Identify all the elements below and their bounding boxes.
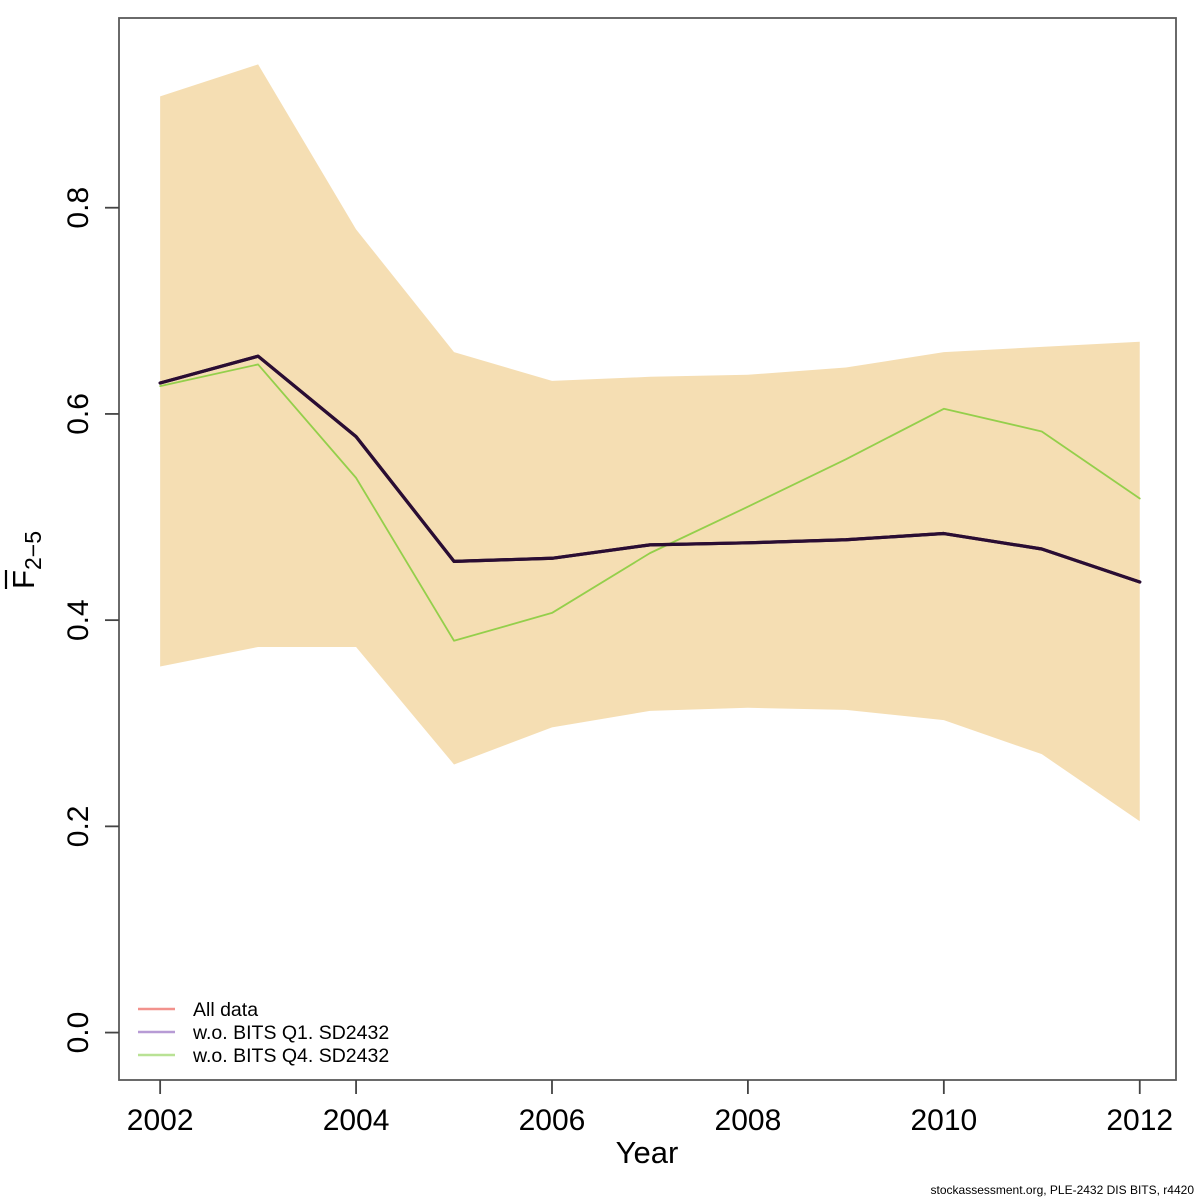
- y-tick-label: 0.8: [62, 187, 95, 229]
- y-tick-label: 0.6: [62, 393, 95, 435]
- legend-item: w.o. BITS Q1. SD2432: [138, 1022, 389, 1044]
- confidence-band: [160, 64, 1140, 822]
- x-tick-label: 2004: [323, 1104, 390, 1137]
- axes-layer: [105, 17, 1177, 1094]
- y-tick-label: 0.4: [62, 599, 95, 641]
- x-tick-label: 2012: [1106, 1104, 1173, 1137]
- legend-label: w.o. BITS Q4. SD2432: [192, 1045, 389, 1067]
- y-axis-title-group: F2−5: [4, 531, 46, 589]
- x-tick-label: 2010: [910, 1104, 977, 1137]
- x-axis-title: Year: [616, 1135, 679, 1170]
- x-tick-label: 2008: [715, 1104, 782, 1137]
- confidence-band-layer: [160, 64, 1140, 822]
- legend-item: All data: [138, 999, 258, 1021]
- legend-label: w.o. BITS Q1. SD2432: [192, 1022, 389, 1044]
- x-tick-label: 2002: [127, 1104, 194, 1137]
- series-lines-layer: [158, 354, 1142, 642]
- plot-frame: [118, 17, 1177, 1081]
- y-axis-title: F2−5: [4, 531, 46, 589]
- y-axis-title-text: F2−5: [6, 531, 46, 589]
- y-tick-label: 0.0: [62, 1012, 95, 1054]
- y-tick-label: 0.2: [62, 805, 95, 847]
- legend-label: All data: [193, 999, 258, 1021]
- x-tick-label: 2006: [519, 1104, 586, 1137]
- series-line-all-data: [158, 354, 1142, 584]
- series-line-w-o-bits-q4-sd2432: [159, 363, 1141, 642]
- legend-item: w.o. BITS Q4. SD2432: [138, 1045, 389, 1067]
- footer-watermark: stockassessment.org, PLE-2432 DIS BITS, …: [931, 1183, 1195, 1197]
- tick-labels-layer: 2002 2004 2006 2008 2010 2012 0.0 0.2 0.4 0.6 0.8: [62, 187, 1173, 1137]
